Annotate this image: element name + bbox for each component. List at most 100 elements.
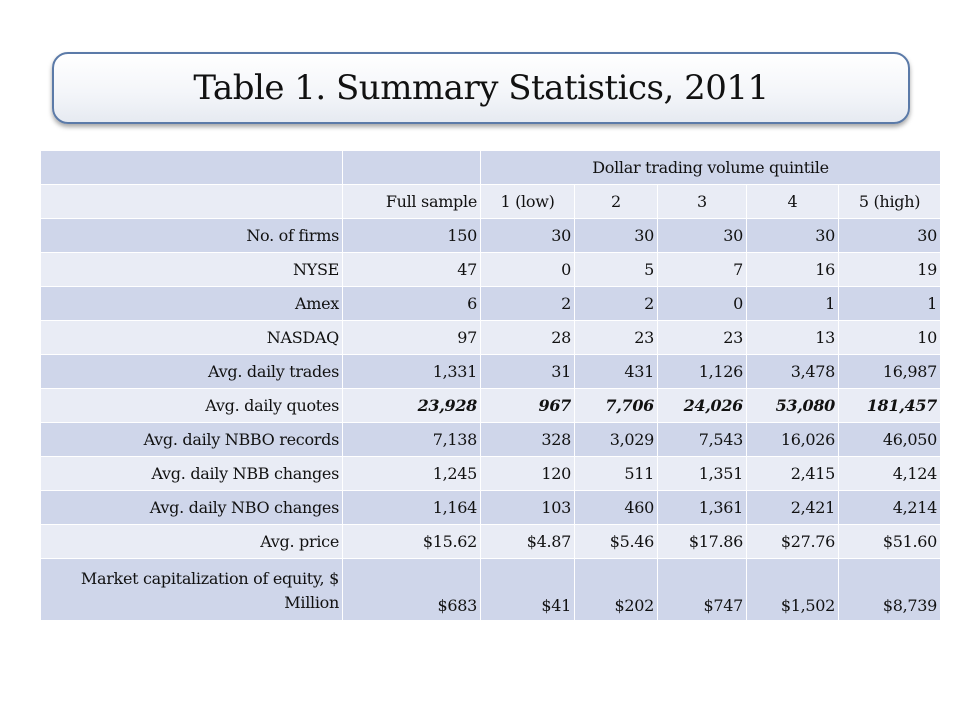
column-header: 3	[657, 184, 747, 219]
row-label: Market capitalization of equity, $ Milli…	[40, 558, 343, 621]
column-header: 4	[746, 184, 839, 219]
table-cell: 53,080	[746, 388, 839, 423]
table-cell: 30	[657, 218, 747, 253]
header-empty-cell	[342, 150, 481, 185]
table-cell: 6	[342, 286, 481, 321]
table-cell: 1,351	[657, 456, 747, 491]
table-cell: 460	[574, 490, 658, 525]
table-row: NASDAQ 97 28 23 23 13 10	[40, 320, 941, 355]
table-cell: 7,138	[342, 422, 481, 457]
table-row: No. of firms 150 30 30 30 30 30	[40, 218, 941, 253]
table-cell: $8,739	[838, 558, 941, 621]
table-cell: 7	[657, 252, 747, 287]
row-label: Avg. daily trades	[40, 354, 343, 389]
table-cell: 431	[574, 354, 658, 389]
table-cell: 16,987	[838, 354, 941, 389]
table-cell: $4.87	[480, 524, 575, 559]
table-row: Avg. daily quotes 23,928 967 7,706 24,02…	[40, 388, 941, 423]
page-title: Table 1. Summary Statistics, 2011	[193, 68, 769, 108]
table-cell: 13	[746, 320, 839, 355]
table-cell: $51.60	[838, 524, 941, 559]
table-cell: $27.76	[746, 524, 839, 559]
header-empty-cell	[40, 184, 343, 219]
table-cell: 28	[480, 320, 575, 355]
table-cell: 47	[342, 252, 481, 287]
table-cell: 967	[480, 388, 575, 423]
table-cell: 2,415	[746, 456, 839, 491]
table-cell: 511	[574, 456, 658, 491]
table-cell: 97	[342, 320, 481, 355]
table-cell: 2,421	[746, 490, 839, 525]
table-cell: 31	[480, 354, 575, 389]
column-header: Full sample	[342, 184, 481, 219]
table-cell: 23	[657, 320, 747, 355]
table-cell: 181,457	[838, 388, 941, 423]
group-header-cell: Dollar trading volume quintile	[480, 150, 941, 185]
table-cell: 23,928	[342, 388, 481, 423]
summary-statistics-table: Dollar trading volume quintile Full samp…	[40, 150, 941, 621]
table-cell: 3,478	[746, 354, 839, 389]
table-cell: 1,245	[342, 456, 481, 491]
table-cell: $17.86	[657, 524, 747, 559]
table-cell: $1,502	[746, 558, 839, 621]
table-cell: $5.46	[574, 524, 658, 559]
title-box: Table 1. Summary Statistics, 2011	[52, 52, 910, 124]
column-header: 2	[574, 184, 658, 219]
table-cell: 3,029	[574, 422, 658, 457]
row-label: NYSE	[40, 252, 343, 287]
table-cell: $15.62	[342, 524, 481, 559]
table-cell: 46,050	[838, 422, 941, 457]
row-label: Avg. daily quotes	[40, 388, 343, 423]
table-row: Market capitalization of equity, $ Milli…	[40, 558, 941, 621]
table-cell: 150	[342, 218, 481, 253]
table-cell: 30	[746, 218, 839, 253]
table-row: Avg. daily NBBO records 7,138 328 3,029 …	[40, 422, 941, 457]
row-label: Amex	[40, 286, 343, 321]
row-label: Avg. daily NBB changes	[40, 456, 343, 491]
table-cell: $41	[480, 558, 575, 621]
table-cell: 1	[838, 286, 941, 321]
row-label: Avg. price	[40, 524, 343, 559]
table-cell: 16,026	[746, 422, 839, 457]
table-cell: $202	[574, 558, 658, 621]
table-cell: 1,361	[657, 490, 747, 525]
table-row: Amex 6 2 2 0 1 1	[40, 286, 941, 321]
table-cell: 4,124	[838, 456, 941, 491]
row-label: No. of firms	[40, 218, 343, 253]
table-cell: 5	[574, 252, 658, 287]
table-cell: 328	[480, 422, 575, 457]
table-cell: 120	[480, 456, 575, 491]
header-empty-cell	[40, 150, 343, 185]
table-cell: 0	[480, 252, 575, 287]
table-row: Avg. daily trades 1,331 31 431 1,126 3,4…	[40, 354, 941, 389]
table-cell: 1,164	[342, 490, 481, 525]
column-header: 1 (low)	[480, 184, 575, 219]
table-cell: 19	[838, 252, 941, 287]
table-cell: 10	[838, 320, 941, 355]
row-label: Avg. daily NBO changes	[40, 490, 343, 525]
table-cell: 4,214	[838, 490, 941, 525]
table-cell: 30	[480, 218, 575, 253]
table-row: Avg. daily NBB changes 1,245 120 511 1,3…	[40, 456, 941, 491]
table-cell: 2	[574, 286, 658, 321]
table-cell: 1,126	[657, 354, 747, 389]
row-label: Avg. daily NBBO records	[40, 422, 343, 457]
column-header-row: Full sample 1 (low) 2 3 4 5 (high)	[40, 184, 941, 219]
table-cell: 1,331	[342, 354, 481, 389]
table-cell: 103	[480, 490, 575, 525]
table-cell: 30	[838, 218, 941, 253]
table-cell: 1	[746, 286, 839, 321]
table-cell: 16	[746, 252, 839, 287]
table-row: Avg. price $15.62 $4.87 $5.46 $17.86 $27…	[40, 524, 941, 559]
column-header: 5 (high)	[838, 184, 941, 219]
table-cell: $747	[657, 558, 747, 621]
table-cell: 0	[657, 286, 747, 321]
table-cell: 7,543	[657, 422, 747, 457]
table-cell: 7,706	[574, 388, 658, 423]
table-cell: 30	[574, 218, 658, 253]
table-cell: 2	[480, 286, 575, 321]
table-row: NYSE 47 0 5 7 16 19	[40, 252, 941, 287]
row-label: NASDAQ	[40, 320, 343, 355]
table-row: Avg. daily NBO changes 1,164 103 460 1,3…	[40, 490, 941, 525]
table-cell: 23	[574, 320, 658, 355]
